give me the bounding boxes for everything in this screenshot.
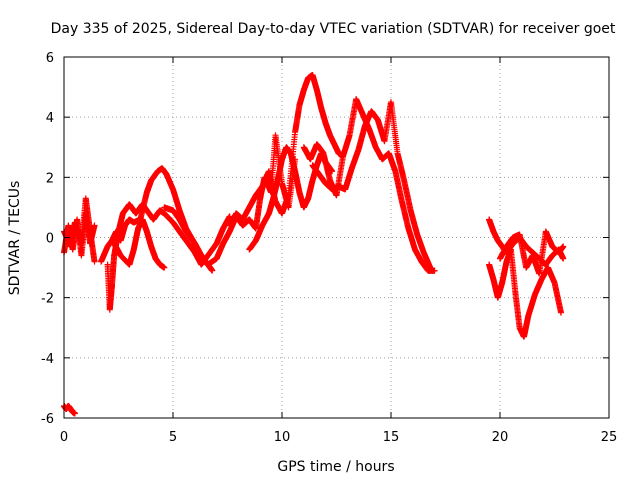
data-points <box>61 72 567 417</box>
data-point <box>71 410 78 417</box>
data-point <box>91 258 98 265</box>
series-early-offset <box>61 403 78 417</box>
data-point <box>91 222 98 229</box>
chart-title: Day 335 of 2025, Sidereal Day-to-day VTE… <box>51 21 616 37</box>
series-trace-b <box>61 210 98 259</box>
data-point <box>209 267 216 274</box>
data-point <box>161 264 168 271</box>
series-trace-e <box>111 216 168 271</box>
